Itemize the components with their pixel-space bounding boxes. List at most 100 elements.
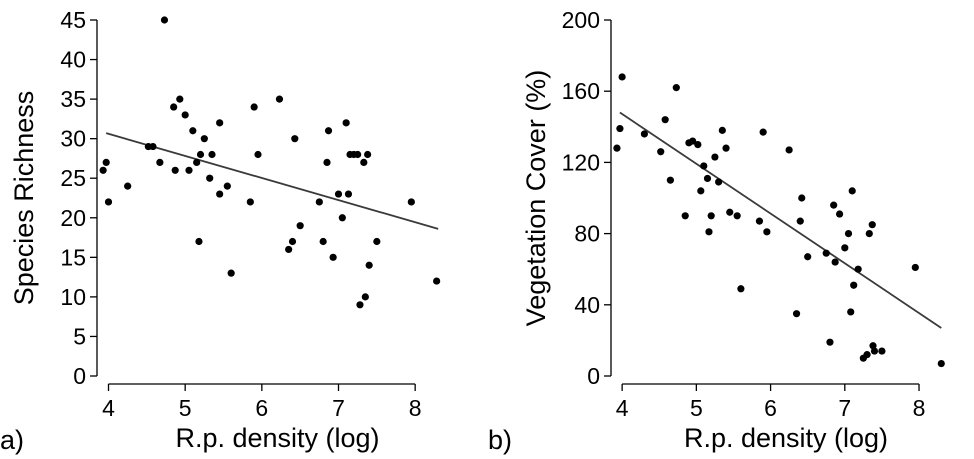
panel-b-data-point bbox=[830, 201, 838, 209]
panel-b-data-point bbox=[616, 124, 624, 133]
panel-b-data-point bbox=[844, 230, 853, 238]
panel-a-data-point bbox=[354, 150, 362, 159]
panel-a-data-point bbox=[334, 190, 343, 198]
panel-a-data-point bbox=[156, 158, 164, 166]
panel-a-data-point bbox=[324, 127, 333, 135]
panel-b-data-point bbox=[697, 187, 705, 195]
panel-b-x-tick-label: 5 bbox=[690, 395, 703, 421]
panel-a-data-point bbox=[342, 119, 350, 127]
panel-a-tag: a) bbox=[0, 425, 24, 455]
panel-b-y-tick-label: 200 bbox=[562, 7, 600, 33]
panel-b-data-point bbox=[661, 116, 669, 124]
panel-a-data-point bbox=[196, 150, 205, 159]
panel-b-data-point bbox=[666, 176, 674, 184]
panel-b-data-point bbox=[700, 162, 708, 170]
panel-b: b) 0 40 80 120 160 200 4 5 6 7 8 R.p. density (log)… bbox=[488, 7, 945, 455]
panel-a-y-tick-label: 25 bbox=[60, 165, 86, 191]
panel-b-tag: b) bbox=[488, 425, 512, 455]
panel-a-data-point bbox=[227, 269, 235, 277]
panel-b-y-tick-label: 160 bbox=[562, 78, 600, 104]
panel-a-data-point bbox=[223, 182, 231, 190]
panel-b-y-tick-label: 80 bbox=[574, 221, 600, 247]
panel-a-y-tick-label: 30 bbox=[60, 126, 86, 152]
panel-a-trend-line bbox=[105, 132, 439, 230]
panel-a-data-point bbox=[208, 150, 216, 159]
panel-b-data-point bbox=[854, 265, 862, 273]
panel-b-data-point bbox=[847, 308, 855, 316]
panel-a-data-point bbox=[275, 95, 284, 103]
panel-b-data-point bbox=[878, 347, 886, 355]
panel-a-y-tick-label: 10 bbox=[60, 284, 86, 310]
panel-a-data-point bbox=[189, 127, 197, 135]
panel-a-data-point bbox=[373, 237, 381, 246]
panel-b-data-point bbox=[792, 310, 801, 318]
panel-b-data-point bbox=[618, 73, 626, 81]
panel-b-data-point bbox=[865, 230, 873, 238]
panel-a-data-point bbox=[195, 237, 203, 246]
panel-a-data-point bbox=[181, 111, 189, 119]
panel-a-data-point bbox=[364, 150, 372, 159]
panel-a-data-point bbox=[296, 222, 304, 230]
panel-a-data-point bbox=[149, 142, 157, 151]
panel-b-y-tick-label: 0 bbox=[587, 363, 600, 389]
panel-b-data-point bbox=[689, 137, 697, 145]
panel-a-y-tick-label: 20 bbox=[60, 205, 86, 231]
panel-b-data-point bbox=[759, 128, 767, 136]
panel-b-data-point bbox=[796, 217, 804, 225]
panel-b-data-point bbox=[672, 84, 680, 92]
panel-b-data-point bbox=[911, 263, 919, 272]
panel-a-data-point bbox=[170, 103, 178, 111]
panel-a-y-tick-label: 0 bbox=[73, 363, 86, 389]
panel-b-data-point bbox=[755, 217, 764, 225]
panel-b-data-point bbox=[804, 253, 812, 261]
panel-b-data-point bbox=[763, 228, 771, 236]
panel-a-data-point bbox=[360, 158, 368, 166]
panel-b-data-point bbox=[681, 212, 689, 220]
panel-b-data-point bbox=[798, 194, 806, 202]
panel-b-data-point bbox=[613, 144, 621, 152]
panel-a-data-point bbox=[433, 277, 441, 285]
panel-b-trend-line bbox=[619, 111, 942, 329]
panel-a-data-point bbox=[160, 16, 169, 24]
panel-b-data-point bbox=[726, 208, 734, 216]
panel-a-data-point bbox=[365, 261, 373, 269]
panel-b-data-point bbox=[733, 212, 741, 220]
panel-a-data-point bbox=[176, 95, 184, 103]
panel-a-data-point bbox=[200, 135, 208, 143]
panel-a-data-point bbox=[254, 150, 262, 159]
panel-a-data-point bbox=[323, 158, 331, 166]
panel-a-data-point bbox=[361, 293, 369, 301]
panel-b-data-point bbox=[822, 249, 830, 257]
panel-b-data-point bbox=[707, 212, 715, 220]
panel-b-plot: 0 40 80 120 160 200 4 5 6 7 8 R.p. density (log) Veg… bbox=[521, 7, 945, 453]
panel-a-data-point bbox=[246, 198, 254, 206]
panel-b-data-point bbox=[722, 144, 730, 152]
panel-a-data-point bbox=[344, 190, 353, 198]
panel-b-data-point bbox=[848, 187, 856, 195]
panel-b-data-point bbox=[711, 153, 719, 161]
panel-a-x-tick-label: 5 bbox=[179, 395, 192, 421]
panel-a-data-point bbox=[99, 166, 107, 174]
panel-a-data-point bbox=[288, 237, 297, 246]
panel-b-data-point bbox=[868, 221, 876, 229]
panel-b-x-axis-title: R.p. density (log) bbox=[684, 423, 888, 453]
panel-a-data-point bbox=[193, 158, 201, 166]
panel-b-data-point bbox=[715, 178, 723, 186]
panel-b-y-tick-label: 120 bbox=[562, 149, 600, 175]
panel-a-y-axis-title: Species Richness bbox=[9, 91, 39, 306]
panel-a-data-point bbox=[216, 119, 224, 127]
panel-a-data-point bbox=[171, 166, 179, 174]
panel-a-x-tick-label: 4 bbox=[102, 395, 115, 421]
panel-a-y-tick-label: 40 bbox=[60, 47, 86, 73]
panel-b-data-point bbox=[841, 244, 849, 252]
panel-b-x-tick-label: 7 bbox=[838, 395, 851, 421]
panel-a-data-point bbox=[250, 103, 258, 111]
panel-a-data-point bbox=[124, 182, 132, 190]
panel-b-data-point bbox=[937, 359, 945, 368]
panel-a-x-tick-label: 7 bbox=[332, 395, 345, 421]
panel-b-x-tick-label: 4 bbox=[616, 395, 629, 421]
panel-b-data-point bbox=[785, 146, 793, 154]
panel-a-data-point bbox=[185, 166, 193, 174]
